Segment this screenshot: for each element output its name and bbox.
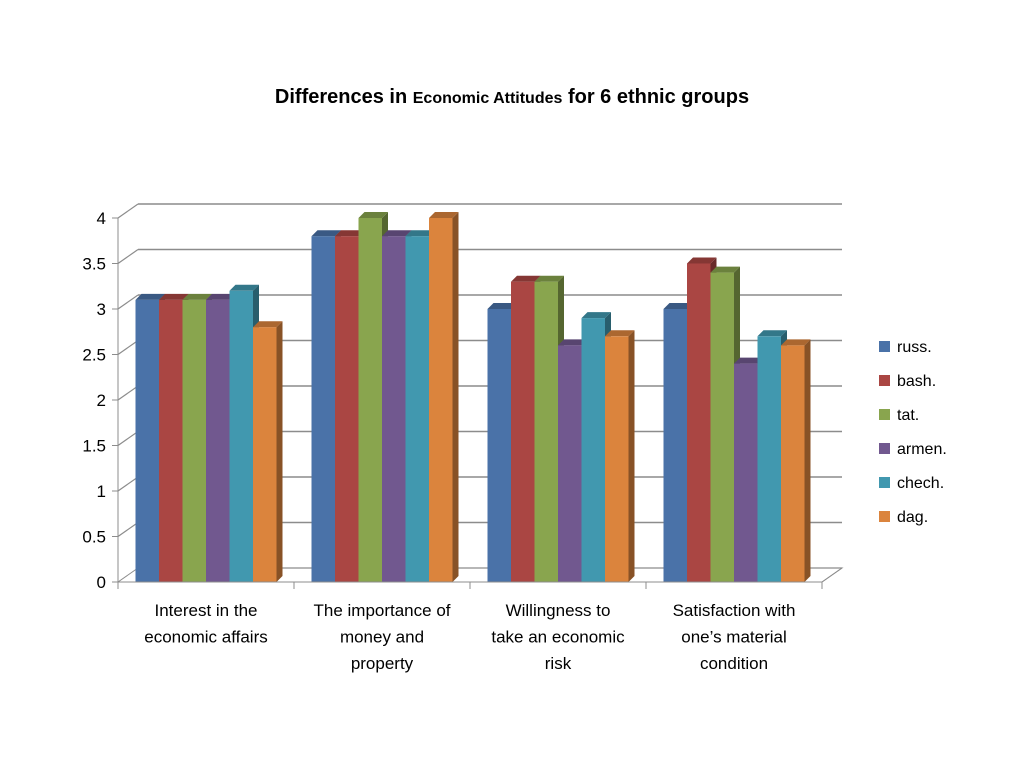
legend-label: chech. <box>897 475 944 492</box>
bar <box>429 218 453 582</box>
bar-top <box>781 339 811 346</box>
bar-top <box>558 339 588 346</box>
gridline-diagonal <box>117 294 139 310</box>
bar <box>687 263 711 582</box>
bar-top <box>605 330 635 337</box>
bar-top <box>253 321 283 328</box>
x-category-label: Satisfaction with <box>673 601 796 620</box>
bar <box>182 299 206 582</box>
floor-right-edge <box>821 567 843 583</box>
bar-top <box>358 212 388 218</box>
gridline-diagonal <box>117 249 139 264</box>
bar-top <box>487 303 517 309</box>
bar-top <box>710 266 740 273</box>
x-category-label: risk <box>545 654 572 673</box>
legend-swatch <box>879 477 890 488</box>
bar-top <box>534 275 564 282</box>
bar-side <box>452 212 459 582</box>
gridline-diagonal <box>117 476 139 492</box>
x-category-label: money and <box>340 628 424 647</box>
y-tick-label: 3.5 <box>82 255 106 274</box>
bar <box>757 336 781 582</box>
legend-label: russ. <box>897 339 932 356</box>
bar <box>487 309 511 582</box>
y-tick-label: 1 <box>97 482 106 501</box>
gridline-diagonal <box>117 203 139 219</box>
bar-top <box>663 303 693 309</box>
bar-top <box>405 230 435 237</box>
chart-title-part-3: for 6 ethnic groups <box>562 86 750 108</box>
bar <box>663 309 687 582</box>
bar-top <box>311 230 341 237</box>
bar-top <box>687 257 717 264</box>
bar-side <box>804 339 811 582</box>
gridline-diagonal <box>117 385 139 401</box>
bar-top <box>159 293 189 300</box>
bar <box>159 299 183 582</box>
y-tick-label: 2.5 <box>82 346 106 365</box>
bar-side <box>276 321 283 582</box>
bar-top <box>511 275 541 282</box>
x-category-label: The importance of <box>313 601 450 620</box>
bar <box>781 345 805 582</box>
x-category-label: take an economic <box>491 628 625 647</box>
x-category-label: condition <box>700 654 768 673</box>
gridline-diagonal <box>117 431 139 446</box>
bar-top <box>206 293 236 300</box>
bar-top <box>182 293 212 300</box>
x-category-label: economic affairs <box>144 628 267 647</box>
bar <box>710 272 734 582</box>
x-category-label: Interest in the <box>154 601 257 620</box>
legend-label: bash. <box>897 373 936 390</box>
legend-label: armen. <box>897 441 947 458</box>
bar <box>135 299 159 582</box>
y-tick-label: 2 <box>97 391 106 410</box>
bar <box>405 236 429 582</box>
y-tick-label: 0.5 <box>82 528 106 547</box>
bar-top <box>429 212 459 218</box>
bar-side <box>628 330 635 582</box>
chart-title-part-1: Differences in <box>274 86 413 108</box>
gridline-diagonal <box>117 522 139 537</box>
bar-top <box>757 330 787 337</box>
bar <box>206 299 230 582</box>
legend-swatch <box>879 341 890 352</box>
bar <box>311 236 335 582</box>
bar <box>382 236 406 582</box>
bar <box>335 236 359 582</box>
bar <box>558 345 582 582</box>
legend-swatch <box>879 409 890 420</box>
bar <box>229 290 253 582</box>
bar <box>534 281 558 582</box>
bar <box>581 318 605 582</box>
legend-swatch <box>879 511 890 522</box>
y-tick-label: 1.5 <box>82 437 106 456</box>
legend-label: tat. <box>897 407 919 424</box>
bar-top <box>581 312 611 319</box>
bar-top <box>229 284 259 291</box>
x-category-label: one’s material <box>681 628 787 647</box>
y-tick-label: 3 <box>97 300 106 319</box>
bar <box>605 336 629 582</box>
bar-top <box>382 230 412 237</box>
chart-title-part-2: Economic Attitudes <box>412 90 563 107</box>
bar <box>358 218 382 582</box>
bar <box>253 327 277 582</box>
bar-top <box>335 230 365 237</box>
gridline-diagonal <box>117 340 139 355</box>
legend-swatch <box>879 443 890 454</box>
legend-swatch <box>879 375 890 386</box>
chart-title: Differences in Economic Attitudes for 6 … <box>0 86 1024 109</box>
bar-top <box>135 293 165 300</box>
bar <box>734 363 758 582</box>
bar-top <box>734 357 764 364</box>
y-tick-label: 0 <box>97 573 106 592</box>
x-category-label: property <box>351 654 414 673</box>
legend-label: dag. <box>897 509 928 526</box>
bar <box>511 281 535 582</box>
y-tick-label: 4 <box>97 209 106 228</box>
x-category-label: Willingness to <box>506 601 611 620</box>
